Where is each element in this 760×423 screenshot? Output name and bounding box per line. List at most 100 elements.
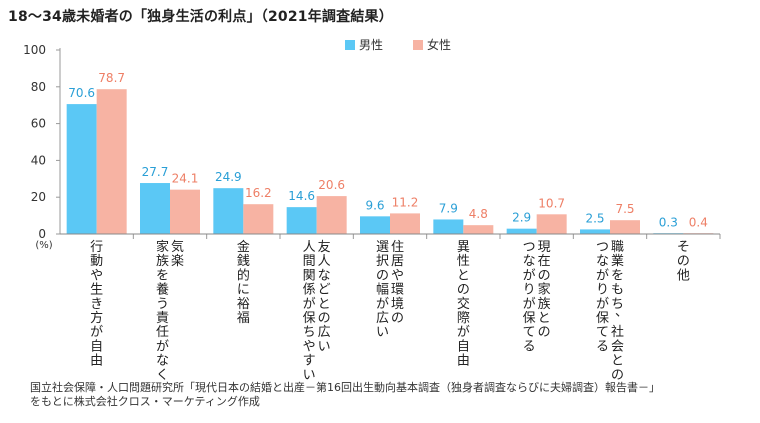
category-label-char: 家 [538, 282, 551, 298]
y-unit-label: (%) [35, 240, 52, 251]
y-tick-label: 80 [31, 80, 46, 94]
bar-value-label: 16.2 [245, 186, 272, 200]
bar-male [66, 104, 97, 234]
category-label-char: 任 [156, 325, 169, 340]
bar-value-label: 0.3 [659, 215, 678, 229]
category-label-char: 関 [303, 268, 316, 283]
category-label-char: 方 [90, 310, 103, 326]
bar-female [536, 214, 567, 234]
category-label-char: つ [596, 240, 609, 255]
category-label-char: 間 [303, 254, 316, 269]
category-label-char: う [156, 297, 169, 312]
category-label-char: す [303, 354, 316, 369]
category-label-char: 、 [160, 376, 173, 380]
category-label-char: て [596, 325, 609, 340]
category-label-char: 的 [237, 267, 250, 283]
category-label-char: 人 [318, 254, 331, 269]
category-label-char: い [318, 339, 331, 354]
bar-male [506, 228, 537, 234]
category-label-char: き [90, 297, 103, 312]
category-label-char: 選 [376, 240, 389, 255]
category-label-char: 他 [677, 268, 690, 283]
bar-female [610, 220, 640, 234]
category-label-char: 会 [611, 339, 624, 354]
category-label-char: り [596, 283, 609, 298]
bar-value-label: 14.6 [288, 189, 315, 203]
category-label-char: 現 [538, 240, 551, 255]
y-tick-label: 0 [38, 227, 46, 241]
category-label-char: な [523, 254, 536, 269]
category-label-char: る [523, 339, 536, 354]
bar-value-label: 2.9 [512, 211, 531, 225]
category-label-char: を [611, 268, 624, 283]
bar-value-label: 4.8 [469, 207, 488, 221]
category-label-char: ち [611, 297, 624, 312]
category-label-char: 業 [611, 253, 624, 269]
bar-value-label: 10.7 [538, 196, 565, 210]
bar-male [213, 188, 244, 234]
category-label-char: の [611, 368, 624, 380]
category-label-char: ち [303, 325, 316, 340]
legend-swatch [345, 40, 355, 50]
category-label-char: や [391, 268, 404, 283]
category-label-char: 金 [237, 239, 250, 255]
category-label-char: 行 [90, 240, 103, 255]
category-label-char: 保 [523, 311, 536, 326]
category-label-char: が [376, 297, 389, 312]
legend-swatch [413, 40, 423, 50]
category-label-char: に [237, 283, 250, 298]
category-label-char: 、 [615, 305, 628, 320]
category-label-char: 福 [237, 311, 250, 326]
category-label-char: 銭 [237, 254, 250, 269]
category-label-char: 交 [457, 296, 470, 312]
category-label-char: 族 [156, 253, 169, 269]
y-tick-label: 100 [23, 43, 46, 57]
bar-female [96, 89, 127, 234]
category-label-char: な [596, 254, 609, 269]
chart-title: 18～34歳未婚者の「独身生活の利点」（2021年調査結果） [8, 9, 393, 25]
category-label-char: 広 [318, 325, 331, 340]
category-label-char: 友 [318, 239, 331, 255]
category-label-char: 気 [171, 239, 184, 255]
bar-value-label: 9.6 [365, 198, 384, 212]
category-label-char: な [318, 268, 331, 283]
category-label-char: が [457, 325, 470, 340]
category-label-char: 広 [376, 311, 389, 326]
category-label-char: の [538, 268, 551, 283]
source-note: 国立社会保障・人口問題研究所「現代日本の結婚と出産－第16回出生動向基本調査（独… [30, 381, 660, 409]
category-label-char: て [523, 325, 536, 340]
category-label-char: が [303, 297, 316, 312]
category-label-char: 楽 [171, 253, 184, 269]
category-label-char: 居 [391, 254, 404, 269]
bar-male [286, 207, 317, 234]
category-label-char: 保 [596, 311, 609, 326]
category-label-char: 人 [303, 240, 316, 255]
category-label-char: る [596, 339, 609, 354]
category-label-char: 保 [303, 311, 316, 326]
category-label-char: 自 [457, 339, 470, 354]
category-label-char: 裕 [237, 297, 250, 312]
bar-male [580, 229, 610, 234]
category-label-char: の [391, 311, 404, 326]
category-label-char: 際 [457, 311, 470, 326]
bar-female [463, 225, 494, 234]
bar-value-label: 0.4 [689, 215, 708, 229]
category-label-char: が [596, 268, 609, 283]
category-label-char: 係 [303, 283, 316, 298]
category-label-char: が [523, 297, 536, 312]
category-label-char: 環 [391, 283, 404, 298]
legend-label: 男性 [359, 38, 383, 52]
category-label-char: そ [677, 240, 690, 255]
category-label-char: 境 [391, 297, 404, 312]
category-label-char: 責 [156, 311, 169, 326]
category-label-char: を [156, 268, 169, 283]
source-line-1: 国立社会保障・人口問題研究所「現代日本の結婚と出産－第16回出生動向基本調査（独… [30, 381, 660, 394]
category-label-char: 養 [156, 282, 169, 298]
category-label-char: 住 [391, 240, 404, 255]
category-label-char: く [156, 368, 169, 380]
bar-value-label: 7.5 [615, 202, 634, 216]
legend-label: 女性 [427, 37, 451, 52]
bar-value-label: 24.1 [172, 172, 199, 186]
category-label-char: 自 [90, 339, 103, 354]
category-label-char: な [156, 354, 169, 369]
